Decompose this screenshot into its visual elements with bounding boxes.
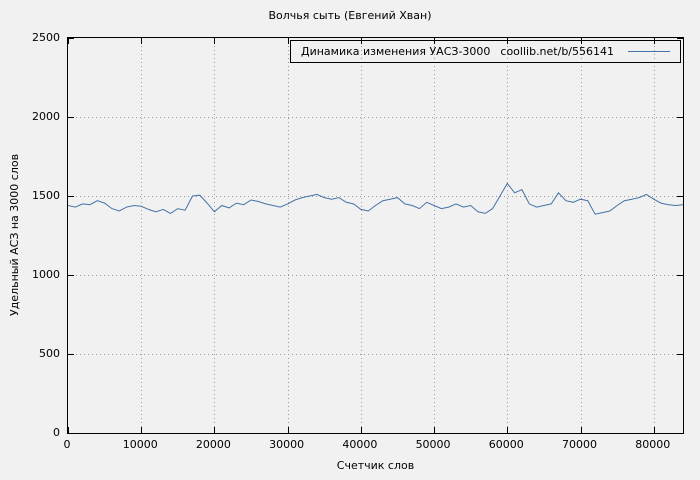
x-tick-label: 50000 bbox=[415, 438, 451, 451]
chart-title: Волчья сыть (Евгений Хван) bbox=[268, 9, 432, 22]
x-tick-label: 0 bbox=[63, 438, 71, 451]
y-tick-label: 2500 bbox=[32, 31, 60, 44]
plot-area: Динамика изменения УАСЗ-3000 coollib.net… bbox=[67, 37, 684, 434]
series-line bbox=[68, 182, 683, 215]
x-tick-label: 20000 bbox=[195, 438, 231, 451]
y-tick-label: 1500 bbox=[32, 189, 60, 202]
y-tick-label: 1000 bbox=[32, 268, 60, 281]
x-tick-label: 40000 bbox=[342, 438, 378, 451]
x-tick-label: 30000 bbox=[269, 438, 305, 451]
plot-svg bbox=[68, 38, 683, 433]
legend-link: coollib.net/b/556141 bbox=[500, 45, 614, 58]
x-tick-label: 10000 bbox=[122, 438, 158, 451]
x-tick-label: 70000 bbox=[562, 438, 597, 451]
legend-label: Динамика изменения УАСЗ-3000 bbox=[301, 45, 491, 58]
y-tick-label: 500 bbox=[39, 347, 60, 360]
x-tick-label: 60000 bbox=[488, 438, 524, 451]
legend: Динамика изменения УАСЗ-3000 coollib.net… bbox=[290, 40, 681, 63]
y-tick-label: 2000 bbox=[32, 110, 60, 123]
y-tick-label: 0 bbox=[53, 426, 60, 439]
x-tick-label: 80000 bbox=[635, 438, 671, 451]
y-axis-title: Удельный АСЗ на 3000 слов bbox=[8, 153, 21, 316]
legend-line-sample bbox=[628, 51, 670, 52]
x-axis-title: Счетчик слов bbox=[336, 459, 415, 472]
